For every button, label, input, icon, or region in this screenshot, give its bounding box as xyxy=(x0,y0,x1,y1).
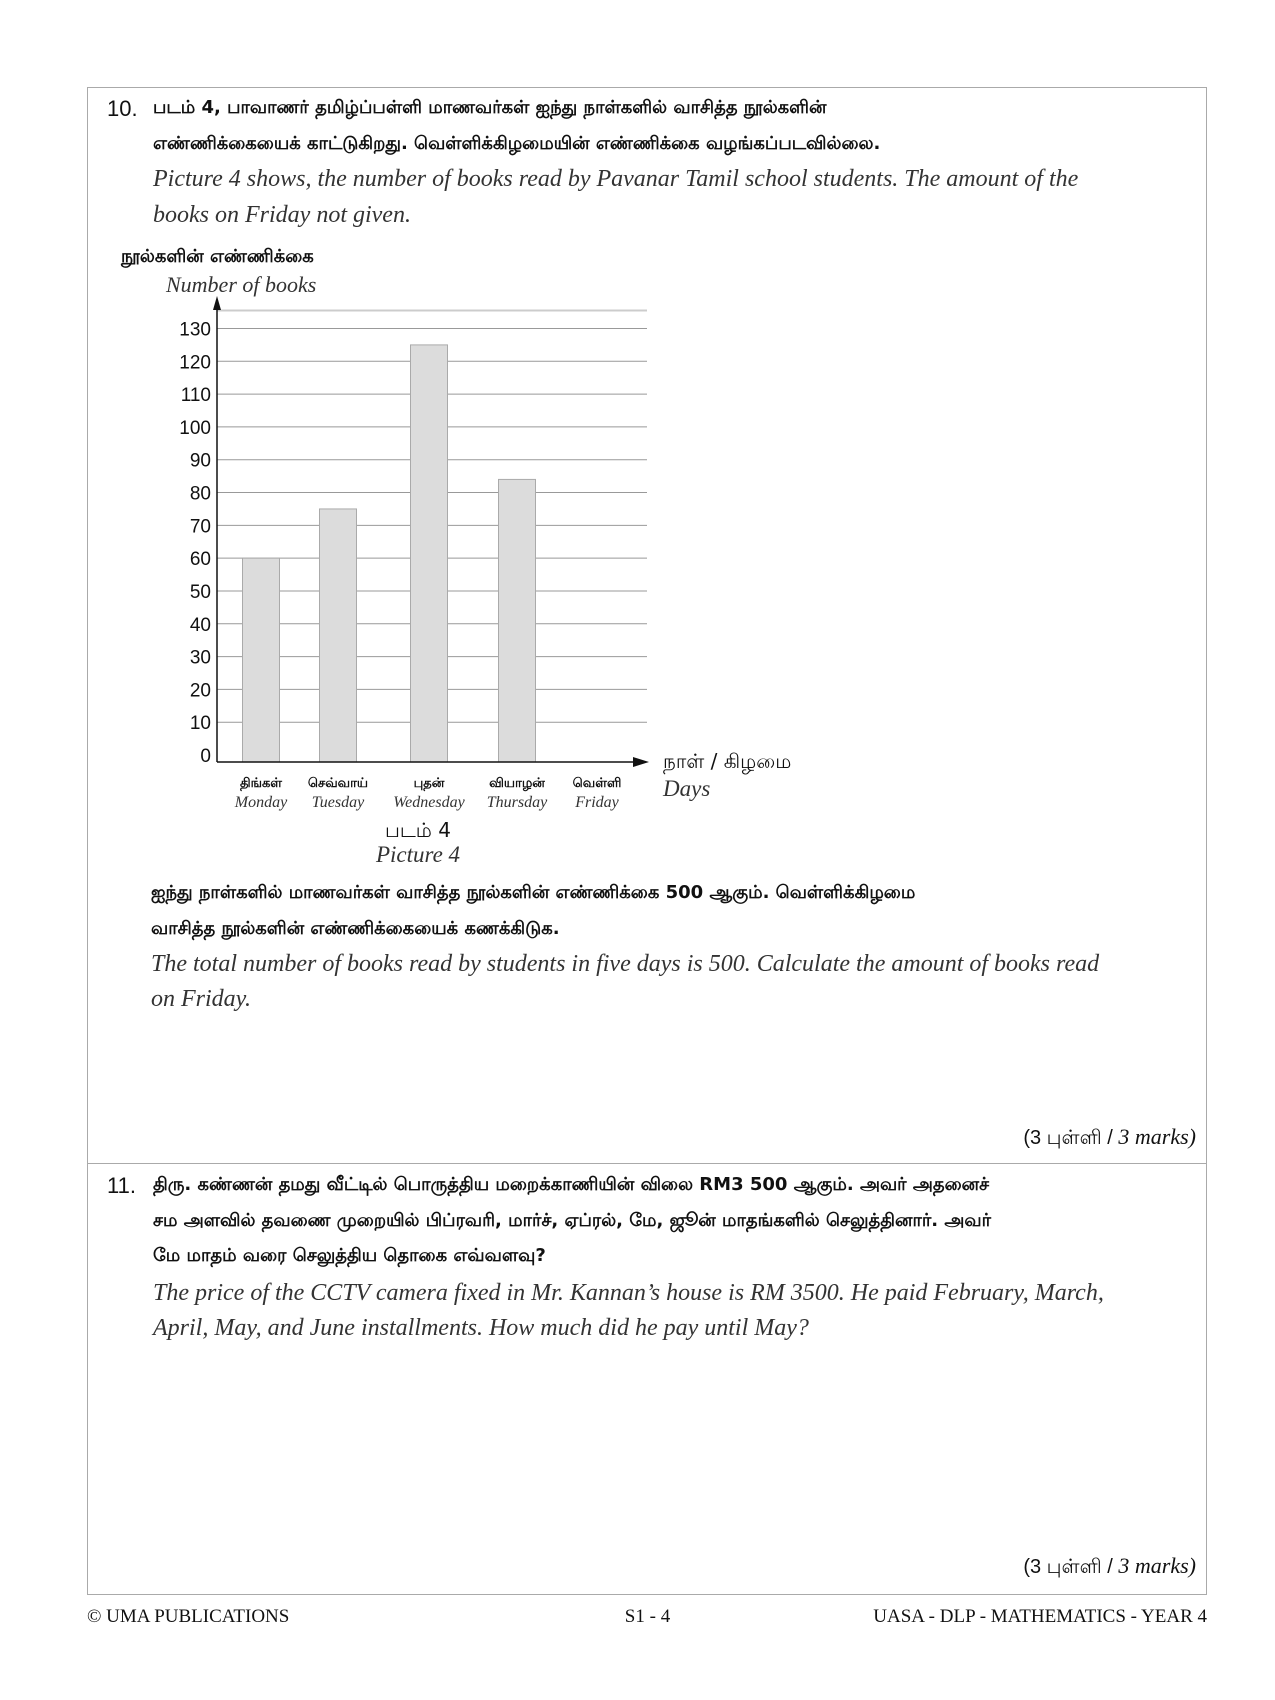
q10-tamil-line-2: எண்ணிக்கையைக் காட்டுகிறது. வெள்ளிக்கிழமை… xyxy=(153,133,881,154)
q10-marks: (3 புள்ளி / 3 marks) xyxy=(1023,1124,1196,1152)
y-tick-label: 90 xyxy=(190,451,211,472)
y-tick-label: 130 xyxy=(179,320,211,341)
q10-english-line-1: Picture 4 shows, the number of books rea… xyxy=(153,166,1079,192)
bar-wednesday xyxy=(410,344,448,763)
y-tick-label: 0 xyxy=(200,746,211,767)
marks-tamil: (3 புள்ளி / xyxy=(1023,1127,1113,1149)
q11-english-line-1: The price of the CCTV camera fixed in Mr… xyxy=(153,1280,1104,1306)
y-tick-label: 20 xyxy=(190,680,211,701)
bar-thursday xyxy=(498,478,536,763)
q11-marks: (3 புள்ளி / 3 marks) xyxy=(1023,1553,1196,1581)
bar-tuesday xyxy=(319,508,357,763)
y-tick-label: 110 xyxy=(181,385,211,406)
x-tick-label-tamil: திங்கள் xyxy=(239,776,283,791)
y-tick-label: 80 xyxy=(190,484,211,505)
y-tick-label: 60 xyxy=(190,549,211,570)
x-axis-title: Days xyxy=(663,776,711,801)
footer-page-number: S1 - 4 xyxy=(624,1606,671,1627)
y-tick-label: 120 xyxy=(179,352,211,373)
y-axis-title-tamil: நூல்களின் எண்ணிக்கை xyxy=(121,246,314,267)
q11-tamil-line-2: சம அளவில் தவணை முறையில் பிப்ரவரி, மார்ச்… xyxy=(153,1210,992,1231)
q10-task-english-line-2: on Friday. xyxy=(151,986,251,1012)
q10-task-tamil-line-2: வாசித்த நூல்களின் எண்ணிக்கையைக் கணக்கிடு… xyxy=(151,918,560,939)
question-10-number: 10. xyxy=(107,96,138,121)
figure-subtitle: Picture 4 xyxy=(375,842,461,867)
x-tick-label-tamil: செவ்வாய் xyxy=(307,776,369,791)
q10-tamil-line-1: படம் 4, பாவாணர் தமிழ்ப்பள்ளி மாணவர்கள் ஐ… xyxy=(153,97,827,118)
question-11-number: 11. xyxy=(107,1173,136,1198)
x-axis-arrow-icon xyxy=(633,757,649,767)
x-tick-label-tamil: புதன் xyxy=(413,776,445,791)
y-tick-label: 10 xyxy=(190,713,211,734)
x-axis-title-tamil: நாள் / கிழமை xyxy=(663,749,792,773)
x-tick-label: Thursday xyxy=(486,794,548,811)
bar-monday xyxy=(242,557,280,763)
x-tick-label: Monday xyxy=(234,794,288,811)
x-tick-label: Friday xyxy=(575,794,619,811)
x-tick-label: Wednesday xyxy=(393,794,465,811)
y-tick-label: 40 xyxy=(190,615,211,636)
marks-english: 3 marks) xyxy=(1118,1124,1196,1149)
marks-tamil: (3 புள்ளி / xyxy=(1023,1556,1113,1578)
y-tick-label: 100 xyxy=(179,418,211,439)
y-axis-arrow-icon xyxy=(213,296,221,310)
x-tick-label: Tuesday xyxy=(311,794,365,811)
y-tick-label: 30 xyxy=(190,648,211,669)
q10-task-tamil-line-1: ஐந்து நாள்களில் மாணவர்கள் வாசித்த நூல்கள… xyxy=(151,882,916,903)
y-tick-label: 50 xyxy=(190,582,211,603)
x-tick-label-tamil: வியாழன் xyxy=(489,776,545,791)
q10-task-english-line-1: The total number of books read by studen… xyxy=(151,951,1100,977)
x-tick-label-tamil: வெள்ளி xyxy=(572,776,622,791)
y-axis-title: Number of books xyxy=(166,272,317,297)
footer-title: UASA - DLP - MATHEMATICS - YEAR 4 xyxy=(873,1606,1207,1627)
question-box xyxy=(87,87,1207,1595)
q11-english-line-2: April, May, and June installments. How m… xyxy=(153,1315,809,1341)
figure-title: படம் 4 xyxy=(385,818,451,842)
q10-english-line-2: books on Friday not given. xyxy=(153,202,411,228)
y-tick-label: 70 xyxy=(190,516,211,537)
bar-chart: 0 10 20 30 40 50 60 70 80 90 100 110 120 130 xyxy=(179,296,649,767)
q11-tamil-line-1: திரு. கண்ணன் தமது வீட்டில் பொருத்திய மறை… xyxy=(153,1174,990,1195)
marks-english: 3 marks) xyxy=(1118,1553,1196,1578)
question-divider xyxy=(87,1163,1207,1164)
q11-tamil-line-3: மே மாதம் வரை செலுத்திய தொகை எவ்வளவு? xyxy=(153,1245,546,1266)
footer-publisher: © UMA PUBLICATIONS xyxy=(87,1606,290,1627)
